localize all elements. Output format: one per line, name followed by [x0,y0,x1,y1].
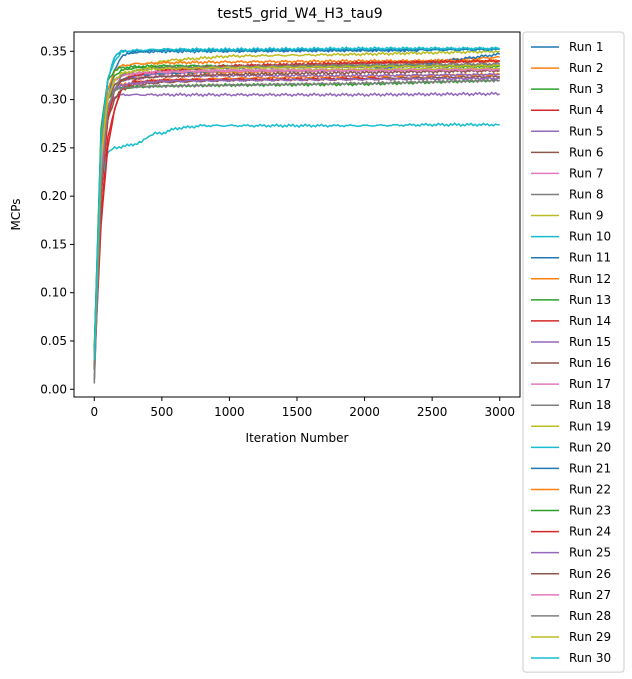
y-tick-label: 0.00 [40,382,67,396]
chart-title: test5_grid_W4_H3_tau9 [217,6,382,22]
series-line-9 [93,49,500,371]
legend-label: Run 26 [569,567,611,581]
x-tick-label: 2000 [349,405,380,419]
y-tick-label: 0.25 [40,141,67,155]
series-line-25 [93,76,500,361]
legend-label: Run 10 [569,230,611,244]
series-line-17 [93,67,500,361]
legend: Run 1 Run 2 Run 3 Run 4 Run 5 Run 6 Run 7 Run 8… [522,31,625,673]
series-line-13 [93,78,500,351]
series-line-18 [93,78,500,380]
legend-label: Run 28 [569,609,611,623]
x-tick-label: 0 [90,405,98,419]
x-tick-label: 1500 [282,405,313,419]
legend-label: Run 3 [569,82,603,96]
series-line-10 [93,122,500,361]
legend-box [522,31,625,673]
legend-label: Run 20 [569,440,611,454]
y-axis-label: MCPs [9,198,23,230]
legend-label: Run 16 [569,356,611,370]
series-line-12 [93,72,501,371]
x-tick-label: 3000 [484,405,515,419]
series-line-3 [93,64,501,351]
legend-label: Run 18 [569,398,611,412]
legend-label: Run 12 [569,272,611,286]
series-line-22 [93,58,501,361]
series-line-30 [93,45,500,361]
legend-label: Run 1 [569,40,603,54]
legend-label: Run 21 [569,461,611,475]
legend-label: Run 11 [569,251,611,265]
legend-label: Run 15 [569,335,611,349]
legend-label: Run 9 [569,209,603,223]
legend-label: Run 14 [569,314,611,328]
plot-lines [93,45,501,384]
legend-label: Run 22 [569,482,611,496]
series-line-26 [93,68,500,371]
series-line-19 [93,67,500,361]
legend-label: Run 19 [569,419,611,433]
y-tick-label: 0.35 [40,44,67,58]
series-line-24 [93,58,500,371]
series-line-29 [93,64,501,361]
x-tick-label: 2500 [417,405,448,419]
legend-label: Run 8 [569,187,603,201]
y-tick-label: 0.05 [40,334,67,348]
legend-label: Run 6 [569,145,603,159]
x-axis-label: Iteration Number [246,431,349,445]
series-line-8 [93,63,500,384]
series-line-7 [93,67,500,361]
series-line-21 [93,48,500,361]
x-tick-label: 500 [150,405,173,419]
legend-label: Run 17 [569,377,611,391]
legend-label: Run 4 [569,103,603,117]
x-tick-label: 1000 [214,405,245,419]
y-tick-label: 0.20 [40,189,67,203]
legend-label: Run 27 [569,588,611,602]
series-line-11 [93,52,501,361]
series-line-1 [93,47,420,371]
series-line-2 [93,55,500,361]
legend-label: Run 25 [569,546,611,560]
legend-label: Run 5 [569,124,603,138]
legend-label: Run 7 [569,166,603,180]
y-tick-label: 0.15 [40,237,67,251]
x-axis-ticks: 0 500 1000 1500 2000 2500 3000 [90,397,515,419]
series-line-23 [93,63,500,351]
series-line-6 [93,74,500,371]
legend-label: Run 24 [569,525,611,539]
series-line-14 [93,76,385,371]
legend-label: Run 29 [569,630,611,644]
legend-label: Run 13 [569,293,611,307]
legend-label: Run 23 [569,504,611,518]
series-line-5 [93,91,501,371]
y-axis-ticks: 0.00 0.05 0.10 0.15 0.20 0.25 0.30 0.35 [40,44,74,396]
legend-label: Run 2 [569,61,603,75]
y-tick-label: 0.10 [40,286,67,300]
series-line-27 [93,68,500,361]
legend-label: Run 30 [569,651,611,665]
series-line-28 [93,61,501,380]
series-line-15 [93,72,500,361]
series-line-16 [93,76,500,371]
series-line-4 [93,59,500,371]
y-tick-label: 0.30 [40,93,67,107]
